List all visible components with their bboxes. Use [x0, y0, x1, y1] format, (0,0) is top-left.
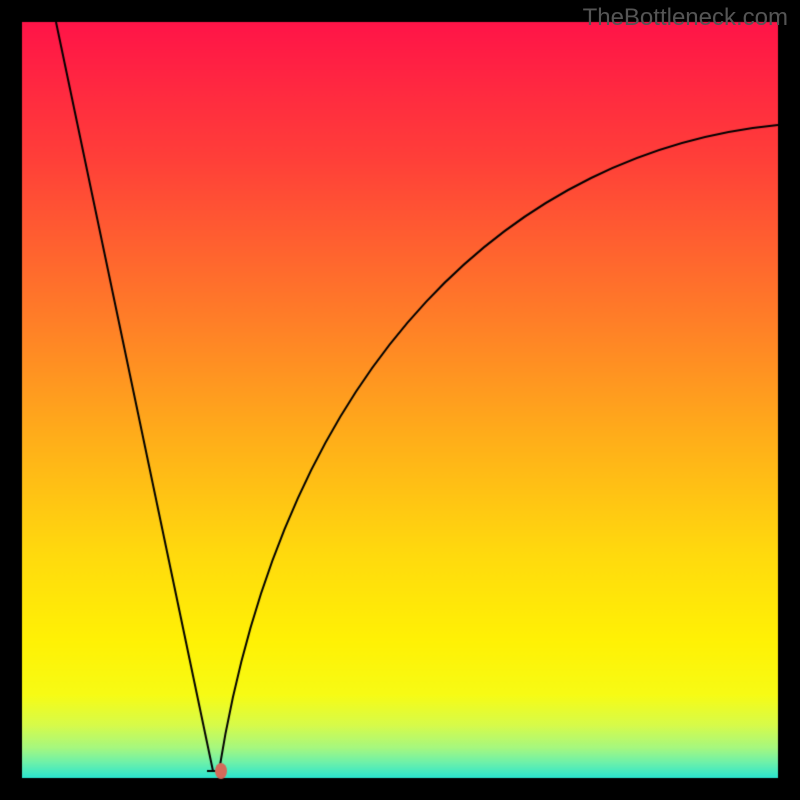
chart-container: TheBottleneck.com: [0, 0, 800, 800]
bottleneck-chart-canvas: [0, 0, 800, 800]
watermark-text: TheBottleneck.com: [583, 4, 788, 32]
